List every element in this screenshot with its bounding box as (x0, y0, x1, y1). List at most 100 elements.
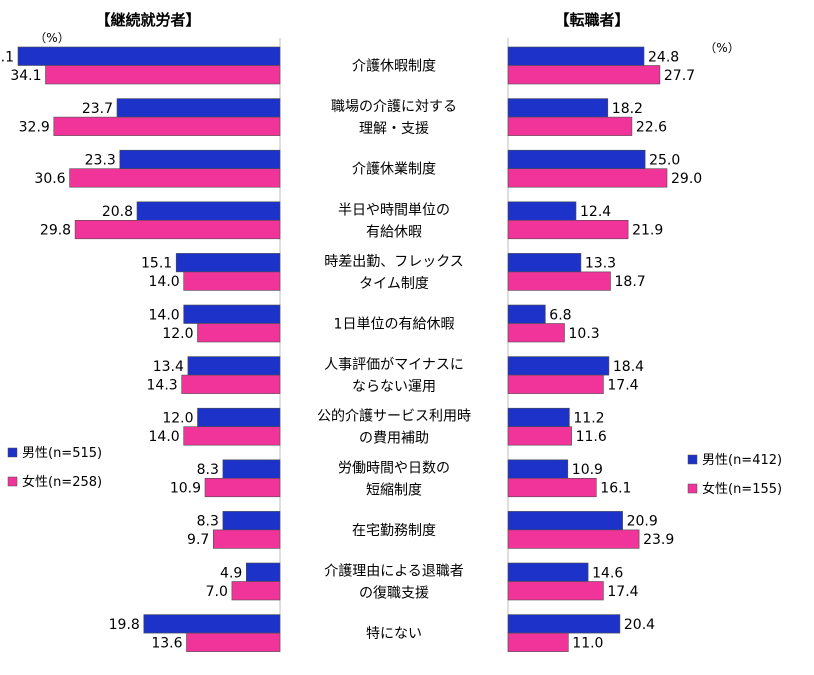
left-legend-swatch-male (7, 447, 18, 458)
left-bar-male-11 (143, 614, 281, 634)
left-bar-male-4 (175, 253, 281, 273)
left-value-label-male-2: 23.3 (85, 152, 116, 168)
left-value-label-male-4: 15.1 (141, 256, 172, 272)
right-value-label-male-3: 12.4 (580, 204, 611, 220)
left-value-label-female-6: 14.3 (147, 377, 178, 393)
right-bar-male-1 (507, 98, 609, 118)
left-bar-male-0 (17, 46, 281, 66)
left-bar-female-11 (186, 632, 281, 652)
left-value-label-female-3: 29.8 (40, 223, 71, 239)
category-label-2: 介護休業制度 (352, 162, 436, 178)
left-value-label-male-7: 12.0 (162, 410, 193, 426)
right-legend-swatch-male (687, 454, 698, 465)
left-bar-female-9 (213, 529, 281, 549)
right-value-label-male-10: 14.6 (592, 565, 623, 581)
left-value-label-female-2: 30.6 (34, 171, 65, 187)
left-bar-female-6 (181, 374, 281, 394)
left-value-label-male-1: 23.7 (82, 101, 113, 117)
category-label-1-line1: 理解・支援 (359, 121, 429, 137)
left-value-label-male-9: 8.3 (197, 514, 219, 530)
left-bar-female-8 (204, 477, 281, 498)
right-value-label-female-10: 17.4 (607, 584, 638, 600)
left-bar-male-10 (246, 562, 281, 582)
right-bar-female-9 (507, 529, 640, 549)
left-value-label-male-3: 20.8 (102, 204, 133, 220)
right-bar-female-1 (507, 116, 633, 136)
category-labels: 介護休暇制度職場の介護に対する理解・支援介護休業制度半日や時間単位の有給休暇時差… (317, 59, 471, 643)
right-value-label-female-4: 18.7 (615, 274, 646, 290)
left-value-label-male-5: 14.0 (149, 307, 180, 323)
left-value-label-female-4: 14.0 (149, 274, 180, 290)
right-value-label-male-4: 13.3 (585, 256, 616, 272)
right-value-label-female-1: 22.6 (636, 119, 667, 135)
right-value-label-female-0: 27.7 (664, 68, 695, 84)
right-bar-male-2 (507, 149, 646, 169)
left-bar-female-4 (183, 271, 281, 291)
left-value-label-male-10: 4.9 (220, 565, 242, 581)
category-label-11: 特にない (366, 626, 422, 642)
category-label-7-line0: 公的介護サービス利用時 (317, 409, 471, 425)
right-legend-swatch-female (687, 483, 698, 494)
left-legend-label-female: 女性(n=258) (22, 474, 102, 490)
left-bar-male-6 (187, 356, 281, 376)
right-bar-male-5 (507, 304, 546, 324)
right-bar-male-8 (507, 459, 569, 479)
left-value-label-female-8: 10.9 (170, 481, 201, 497)
category-label-8-line1: 短縮制度 (366, 482, 422, 498)
right-bar-male-3 (507, 201, 577, 221)
right-unit-label: （%） (704, 41, 739, 55)
right-bar-female-10 (507, 581, 604, 601)
category-label-10-line1: の復職支援 (359, 585, 429, 602)
right-value-label-male-6: 18.4 (613, 359, 644, 375)
right-bar-female-4 (507, 271, 611, 291)
right-bar-female-8 (507, 477, 597, 498)
category-label-3-line0: 半日や時間単位の (338, 202, 450, 218)
right-value-label-female-3: 21.9 (632, 223, 663, 239)
right-value-label-female-7: 11.6 (576, 429, 607, 445)
right-value-label-male-8: 10.9 (572, 462, 603, 478)
left-bar-male-3 (136, 201, 281, 221)
left-bar-female-0 (45, 65, 281, 85)
category-label-4-line0: 時差出勤、フレックス (324, 254, 464, 270)
right-bar-female-11 (507, 632, 569, 652)
right-value-label-female-9: 23.9 (643, 532, 674, 548)
right-value-label-male-11: 20.4 (624, 617, 655, 633)
left-legend-label-male: 男性(n=515) (22, 446, 102, 461)
right-bar-female-3 (507, 220, 629, 240)
right-bar-male-9 (507, 511, 623, 531)
left-value-label-female-1: 32.9 (19, 119, 50, 135)
left-bar-male-8 (222, 459, 281, 479)
right-value-label-male-1: 18.2 (612, 101, 643, 117)
category-label-9: 在宅勤務制度 (352, 523, 436, 539)
category-label-8-line0: 労働時間や日数の (338, 460, 450, 476)
right-bar-male-10 (507, 562, 589, 582)
left-bar-male-9 (222, 511, 281, 531)
right-value-label-female-8: 16.1 (600, 481, 631, 497)
right-value-label-female-5: 10.3 (569, 326, 600, 342)
left-value-label-female-5: 12.0 (162, 326, 193, 342)
data-labels: 38.1 23.7 23.3 20.8 15.1 14.0 13.4 12.0 8.3 8.3 4.… (0, 49, 702, 651)
left-value-label-female-11: 13.6 (151, 635, 182, 651)
category-label-10-line0: 介護理由による退職者 (324, 564, 464, 580)
right-bar-male-0 (507, 46, 645, 66)
left-bar-male-5 (183, 304, 281, 324)
legends: 男性(n=515) 女性(n=258) 男性(n=412) 女性(n=155) (7, 446, 782, 497)
right-bar-female-7 (507, 426, 572, 446)
category-label-1-line0: 職場の介護に対する (331, 99, 457, 115)
right-bar-female-0 (507, 65, 661, 85)
right-value-label-male-9: 20.9 (627, 514, 658, 530)
right-bar-male-11 (507, 614, 621, 634)
left-value-label-male-6: 13.4 (153, 359, 184, 375)
category-label-5: 1日単位の有給休暇 (334, 317, 455, 333)
category-label-0: 介護休暇制度 (352, 59, 436, 75)
right-bar-male-6 (507, 356, 610, 376)
right-value-label-female-2: 29.0 (671, 171, 702, 187)
left-value-label-female-7: 14.0 (149, 429, 180, 445)
right-value-label-female-11: 11.0 (572, 635, 603, 651)
category-label-3-line1: 有給休暇 (366, 224, 422, 240)
right-legend-label-female: 女性(n=155) (702, 481, 782, 497)
left-value-label-male-8: 8.3 (197, 462, 219, 478)
axes (279, 38, 509, 652)
right-value-label-male-5: 6.8 (549, 307, 571, 323)
